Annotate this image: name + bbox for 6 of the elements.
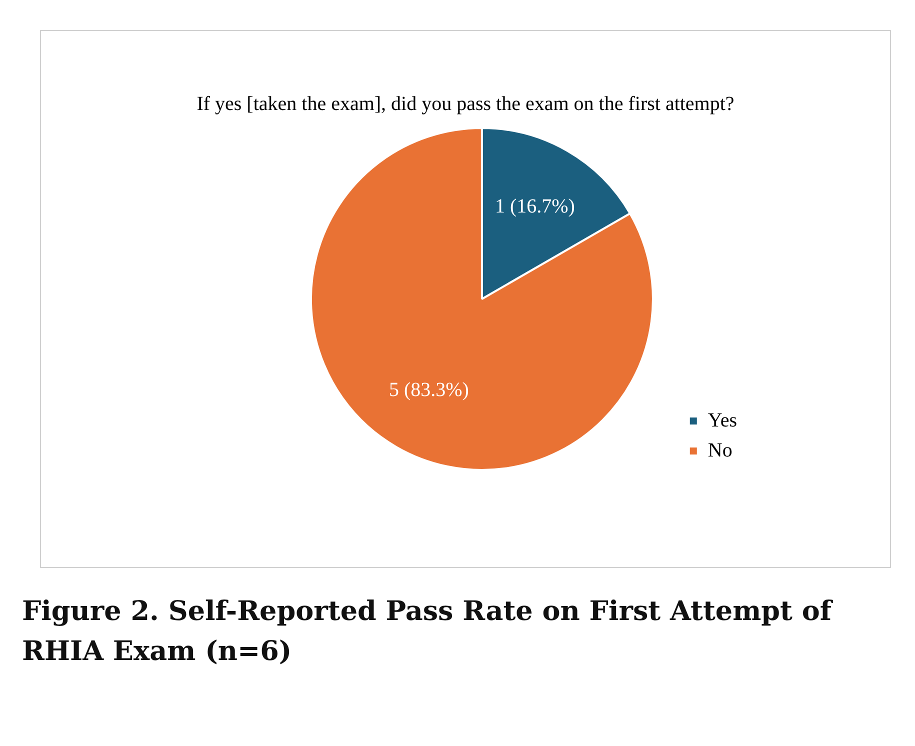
legend-label: Yes: [708, 409, 738, 432]
chart-title: If yes [taken the exam], did you pass the exam on the first attempt?: [196, 93, 736, 116]
caption: Figure 2. Self-Reported Pass Rate on First Attempt of RHIA Exam (n=6): [22, 595, 834, 669]
legend-label: No: [708, 439, 732, 462]
data-label: 5 (83.3%): [388, 379, 469, 402]
data-label: 1 (16.7%): [494, 195, 575, 218]
